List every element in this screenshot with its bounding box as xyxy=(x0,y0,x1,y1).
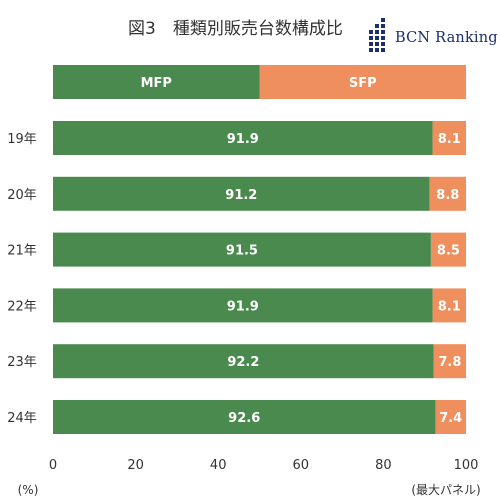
bar-segment-sfp xyxy=(433,344,466,379)
bar-segment-mfp xyxy=(53,232,431,267)
bcn-logo-text: BCN Ranking xyxy=(395,30,498,46)
data-label-sfp: 8.1 xyxy=(438,132,461,147)
category-label: 23年 xyxy=(7,355,37,370)
data-label-sfp: 7.8 xyxy=(438,355,461,370)
bar-segment-sfp xyxy=(430,232,466,267)
bar-segment-sfp xyxy=(435,400,466,434)
bar-segment-sfp xyxy=(432,288,466,323)
legend-segment-sfp xyxy=(259,65,466,99)
x-tick-label: 60 xyxy=(293,458,310,473)
category-label: 21年 xyxy=(7,244,37,259)
x-tick-label: 100 xyxy=(454,458,479,473)
legend-label-mfp: MFP xyxy=(141,76,172,91)
bar-segment-mfp xyxy=(53,344,434,379)
data-label-sfp: 8.8 xyxy=(436,188,459,203)
bar-segment-mfp xyxy=(53,176,430,211)
bar-segment-sfp xyxy=(432,121,466,155)
data-label-mfp: 91.5 xyxy=(226,244,258,259)
bar-segment-mfp xyxy=(53,121,433,155)
x-tick-label: 80 xyxy=(375,458,392,473)
x-tick-label: 0 xyxy=(49,458,57,473)
data-label-sfp: 8.5 xyxy=(437,244,460,259)
legend-segment-mfp xyxy=(53,65,260,99)
data-label-mfp: 92.6 xyxy=(228,411,260,426)
data-label-mfp: 91.2 xyxy=(225,188,257,203)
bcn-logo-icon xyxy=(369,18,385,52)
legend-label-sfp: SFP xyxy=(349,76,377,91)
x-tick-label: 40 xyxy=(210,458,227,473)
data-label-mfp: 91.9 xyxy=(227,299,259,314)
chart-title: 図3 種類別販売台数構成比 xyxy=(128,19,343,39)
data-label-sfp: 8.1 xyxy=(438,299,461,314)
data-label-mfp: 91.9 xyxy=(227,132,259,147)
x-tick-label: 20 xyxy=(127,458,144,473)
data-label-mfp: 92.2 xyxy=(227,355,259,370)
data-label-sfp: 7.4 xyxy=(439,411,462,426)
category-label: 20年 xyxy=(7,188,37,203)
bcn-ranking-logo: BCN Ranking xyxy=(365,18,498,58)
category-label: 24年 xyxy=(7,411,37,426)
x-unit-label: (%) xyxy=(18,483,39,497)
x-axis-note: (最大パネル) xyxy=(411,483,480,497)
category-label: 22年 xyxy=(7,299,37,314)
bar-segment-mfp xyxy=(53,400,436,434)
bar-segment-mfp xyxy=(53,288,433,323)
category-label: 19年 xyxy=(7,132,37,147)
bar-segment-sfp xyxy=(429,176,466,211)
